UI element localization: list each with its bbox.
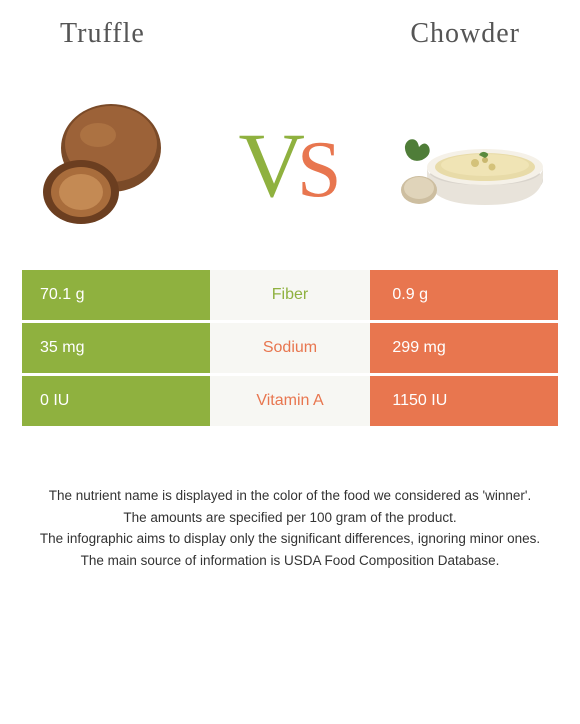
vs-label: V S	[239, 119, 342, 211]
header-row: Truffle Chowder	[0, 0, 580, 60]
cell-right-value: 0.9 g	[370, 270, 558, 320]
footer-line: The amounts are specified per 100 gram o…	[30, 508, 550, 528]
cell-nutrient: Vitamin A	[210, 376, 371, 426]
vs-s: S	[297, 130, 342, 210]
footer-line: The infographic aims to display only the…	[30, 529, 550, 549]
cell-nutrient: Sodium	[210, 323, 371, 373]
images-row: V S	[0, 60, 580, 260]
table-row: 0 IU Vitamin A 1150 IU	[22, 376, 558, 426]
left-food-title: Truffle	[60, 18, 145, 50]
chowder-image	[395, 95, 550, 235]
table-row: 35 mg Sodium 299 mg	[22, 323, 558, 373]
footer-line: The main source of information is USDA F…	[30, 551, 550, 571]
table-row: 70.1 g Fiber 0.9 g	[22, 270, 558, 320]
cell-right-value: 299 mg	[370, 323, 558, 373]
vs-v: V	[239, 119, 305, 211]
truffle-image	[30, 95, 185, 235]
cell-right-value: 1150 IU	[370, 376, 558, 426]
footer-line: The nutrient name is displayed in the co…	[30, 486, 550, 506]
cell-nutrient: Fiber	[210, 270, 371, 320]
cell-left-value: 70.1 g	[22, 270, 210, 320]
right-food-title: Chowder	[410, 18, 520, 50]
footer-notes: The nutrient name is displayed in the co…	[30, 486, 550, 570]
cell-left-value: 0 IU	[22, 376, 210, 426]
cell-left-value: 35 mg	[22, 323, 210, 373]
comparison-table: 70.1 g Fiber 0.9 g 35 mg Sodium 299 mg 0…	[22, 270, 558, 426]
